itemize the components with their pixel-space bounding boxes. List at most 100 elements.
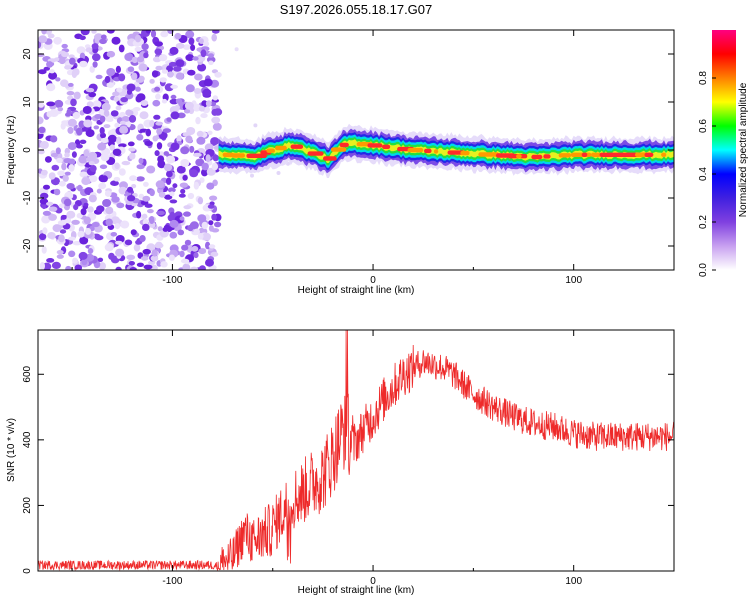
noise-dot xyxy=(180,188,186,194)
noise-dot xyxy=(142,223,150,231)
noise-dot xyxy=(105,206,114,215)
noise-dot xyxy=(142,248,151,255)
noise-dot xyxy=(97,142,107,151)
noise-dot xyxy=(99,164,108,170)
noise-dot xyxy=(103,109,110,117)
ridge-peak xyxy=(407,147,424,153)
noise-dot xyxy=(136,176,145,182)
noise-dot xyxy=(98,182,107,190)
noise-dot xyxy=(99,127,105,135)
noise-dot xyxy=(111,196,120,203)
noise-dot xyxy=(97,257,104,262)
noise-dot xyxy=(148,216,155,224)
noise-dot xyxy=(60,122,66,130)
noise-dot xyxy=(67,118,77,127)
noise-dot xyxy=(187,224,194,232)
noise-dot xyxy=(142,218,149,226)
noise-dot xyxy=(68,236,76,241)
noise-dot xyxy=(86,101,94,108)
noise-dot xyxy=(96,188,102,194)
noise-dot xyxy=(57,107,64,112)
noise-dot xyxy=(176,165,186,174)
noise-dot xyxy=(185,135,193,143)
noise-dot xyxy=(57,170,66,177)
noise-dot xyxy=(121,116,130,122)
noise-dot xyxy=(104,75,111,84)
noise-dot xyxy=(197,196,204,205)
y-tick-label: 0 xyxy=(22,568,33,574)
noise-dot xyxy=(208,60,214,66)
noise-dot xyxy=(53,36,62,45)
noise-dot xyxy=(136,210,142,219)
noise-dot xyxy=(205,100,212,107)
noise-dot xyxy=(182,174,188,181)
noise-dot xyxy=(149,78,155,84)
noise-dot xyxy=(66,183,75,190)
noise-dot xyxy=(114,162,120,170)
noise-dot xyxy=(114,122,120,129)
noise-dot xyxy=(77,184,83,192)
noise-dot xyxy=(154,48,163,55)
noise-dot xyxy=(71,70,78,78)
noise-dot xyxy=(185,54,194,62)
noise-dot xyxy=(167,187,176,193)
noise-dot xyxy=(130,229,137,236)
noise-dot xyxy=(135,78,144,83)
figure-title: S197.2026.055.18.17.G07 xyxy=(280,2,433,17)
noise-dot xyxy=(51,164,60,171)
noise-dot xyxy=(203,78,213,87)
colorbar-tick-label: 0.4 xyxy=(698,167,709,181)
noise-dot xyxy=(145,30,152,34)
y-tick-label: -20 xyxy=(22,238,33,253)
noise-dot xyxy=(140,100,149,106)
noise-dot xyxy=(150,30,157,38)
noise-dot xyxy=(88,91,97,98)
ridge-peak xyxy=(570,152,592,157)
noise-dot xyxy=(143,264,153,270)
spectrogram-x-ticks: -100 0 100 xyxy=(71,30,675,286)
noise-dot xyxy=(41,246,47,254)
y-tick-label: 10 xyxy=(22,96,33,108)
noise-dot xyxy=(198,38,204,44)
noise-dot xyxy=(100,34,107,40)
noise-dot xyxy=(144,140,153,146)
noise-dot xyxy=(205,154,211,163)
noise-dot xyxy=(154,150,160,157)
noise-dot xyxy=(72,241,82,246)
x-tick-label: 0 xyxy=(370,275,376,286)
noise-dot xyxy=(115,266,122,270)
noise-dot xyxy=(41,30,47,35)
noise-dot xyxy=(202,92,210,97)
noise-dot xyxy=(181,244,189,251)
noise-dot xyxy=(184,239,192,246)
noise-dot xyxy=(50,152,59,158)
noise-dot xyxy=(190,44,196,51)
noise-dot xyxy=(136,262,144,267)
noise-dot xyxy=(195,116,201,125)
noise-dot xyxy=(185,84,195,93)
noise-dot xyxy=(79,35,86,41)
noise-dot xyxy=(173,66,182,72)
noise-dot xyxy=(106,68,116,76)
noise-dot xyxy=(46,111,53,118)
noise-dot xyxy=(127,66,135,72)
noise-dot xyxy=(72,257,78,264)
noise-dot xyxy=(89,165,97,172)
noise-dot xyxy=(85,87,95,93)
y-tick-label: 200 xyxy=(22,497,33,514)
noise-dot xyxy=(126,186,134,193)
noise-dot xyxy=(113,96,120,102)
noise-dot xyxy=(60,79,69,87)
noise-dot xyxy=(187,69,196,76)
noise-dot xyxy=(101,175,108,183)
noise-dot xyxy=(154,41,164,47)
noise-dot xyxy=(198,265,206,270)
noise-dot xyxy=(211,33,217,42)
noise-dot xyxy=(88,161,95,166)
noise-dot xyxy=(202,232,211,241)
noise-dot xyxy=(234,47,239,52)
noise-dot xyxy=(175,72,184,80)
noise-dot xyxy=(68,164,75,172)
ridge-peak xyxy=(339,142,349,148)
